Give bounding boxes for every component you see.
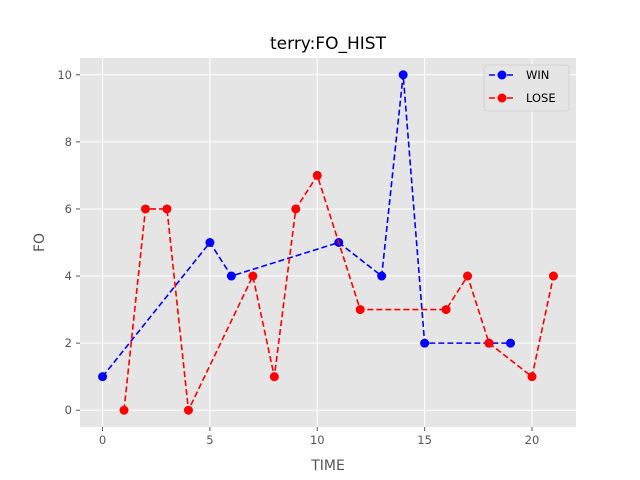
- data-point-win: [398, 70, 408, 80]
- data-point-lose: [548, 271, 558, 281]
- x-tick-label: 20: [525, 433, 540, 447]
- legend-label-win: WIN: [526, 68, 549, 82]
- y-tick-label: 2: [65, 336, 72, 350]
- x-tick-label: 0: [99, 433, 106, 447]
- data-point-win: [506, 338, 516, 348]
- data-point-lose: [527, 372, 537, 382]
- y-axis-label: FO: [32, 233, 48, 252]
- x-tick-label: 5: [206, 433, 213, 447]
- data-point-win: [205, 238, 215, 247]
- x-tick-label: 10: [310, 433, 325, 447]
- series-line-lose: [123, 173, 555, 414]
- data-point-win: [377, 271, 387, 281]
- x-axis-label: TIME: [310, 458, 345, 474]
- data-point-win: [98, 372, 108, 382]
- legend-marker-lose: [497, 93, 507, 103]
- y-tick-label: 6: [65, 202, 72, 216]
- data-point-lose: [162, 204, 172, 214]
- data-point-lose: [248, 271, 258, 281]
- chart-title: terry:FO_HIST: [270, 34, 387, 54]
- legend: WIN LOSE: [483, 64, 570, 112]
- series-lose: [119, 170, 558, 415]
- data-point-win: [226, 271, 236, 281]
- data-point-lose: [355, 305, 365, 315]
- data-point-lose: [183, 405, 193, 415]
- plot-background: [80, 58, 576, 427]
- data-point-lose: [269, 372, 279, 382]
- y-tick-label: 0: [65, 403, 72, 417]
- legend-label-lose: LOSE: [526, 91, 556, 105]
- tick-labels: 0 5 10 15 20 0 2 4 6 8 10: [57, 68, 539, 447]
- legend-marker-win: [497, 70, 507, 80]
- series-layer: [98, 70, 558, 415]
- data-point-lose: [119, 405, 129, 415]
- data-point-lose: [484, 338, 494, 348]
- data-point-win: [420, 338, 430, 348]
- data-point-lose: [140, 204, 150, 214]
- y-tick-label: 4: [65, 269, 72, 283]
- data-point-lose: [441, 305, 451, 315]
- data-point-lose: [312, 170, 322, 180]
- data-point-lose: [463, 271, 473, 281]
- data-point-lose: [291, 204, 301, 214]
- x-tick-label: 15: [417, 433, 432, 447]
- y-tick-label: 8: [65, 135, 72, 149]
- y-tick-label: 10: [57, 68, 72, 82]
